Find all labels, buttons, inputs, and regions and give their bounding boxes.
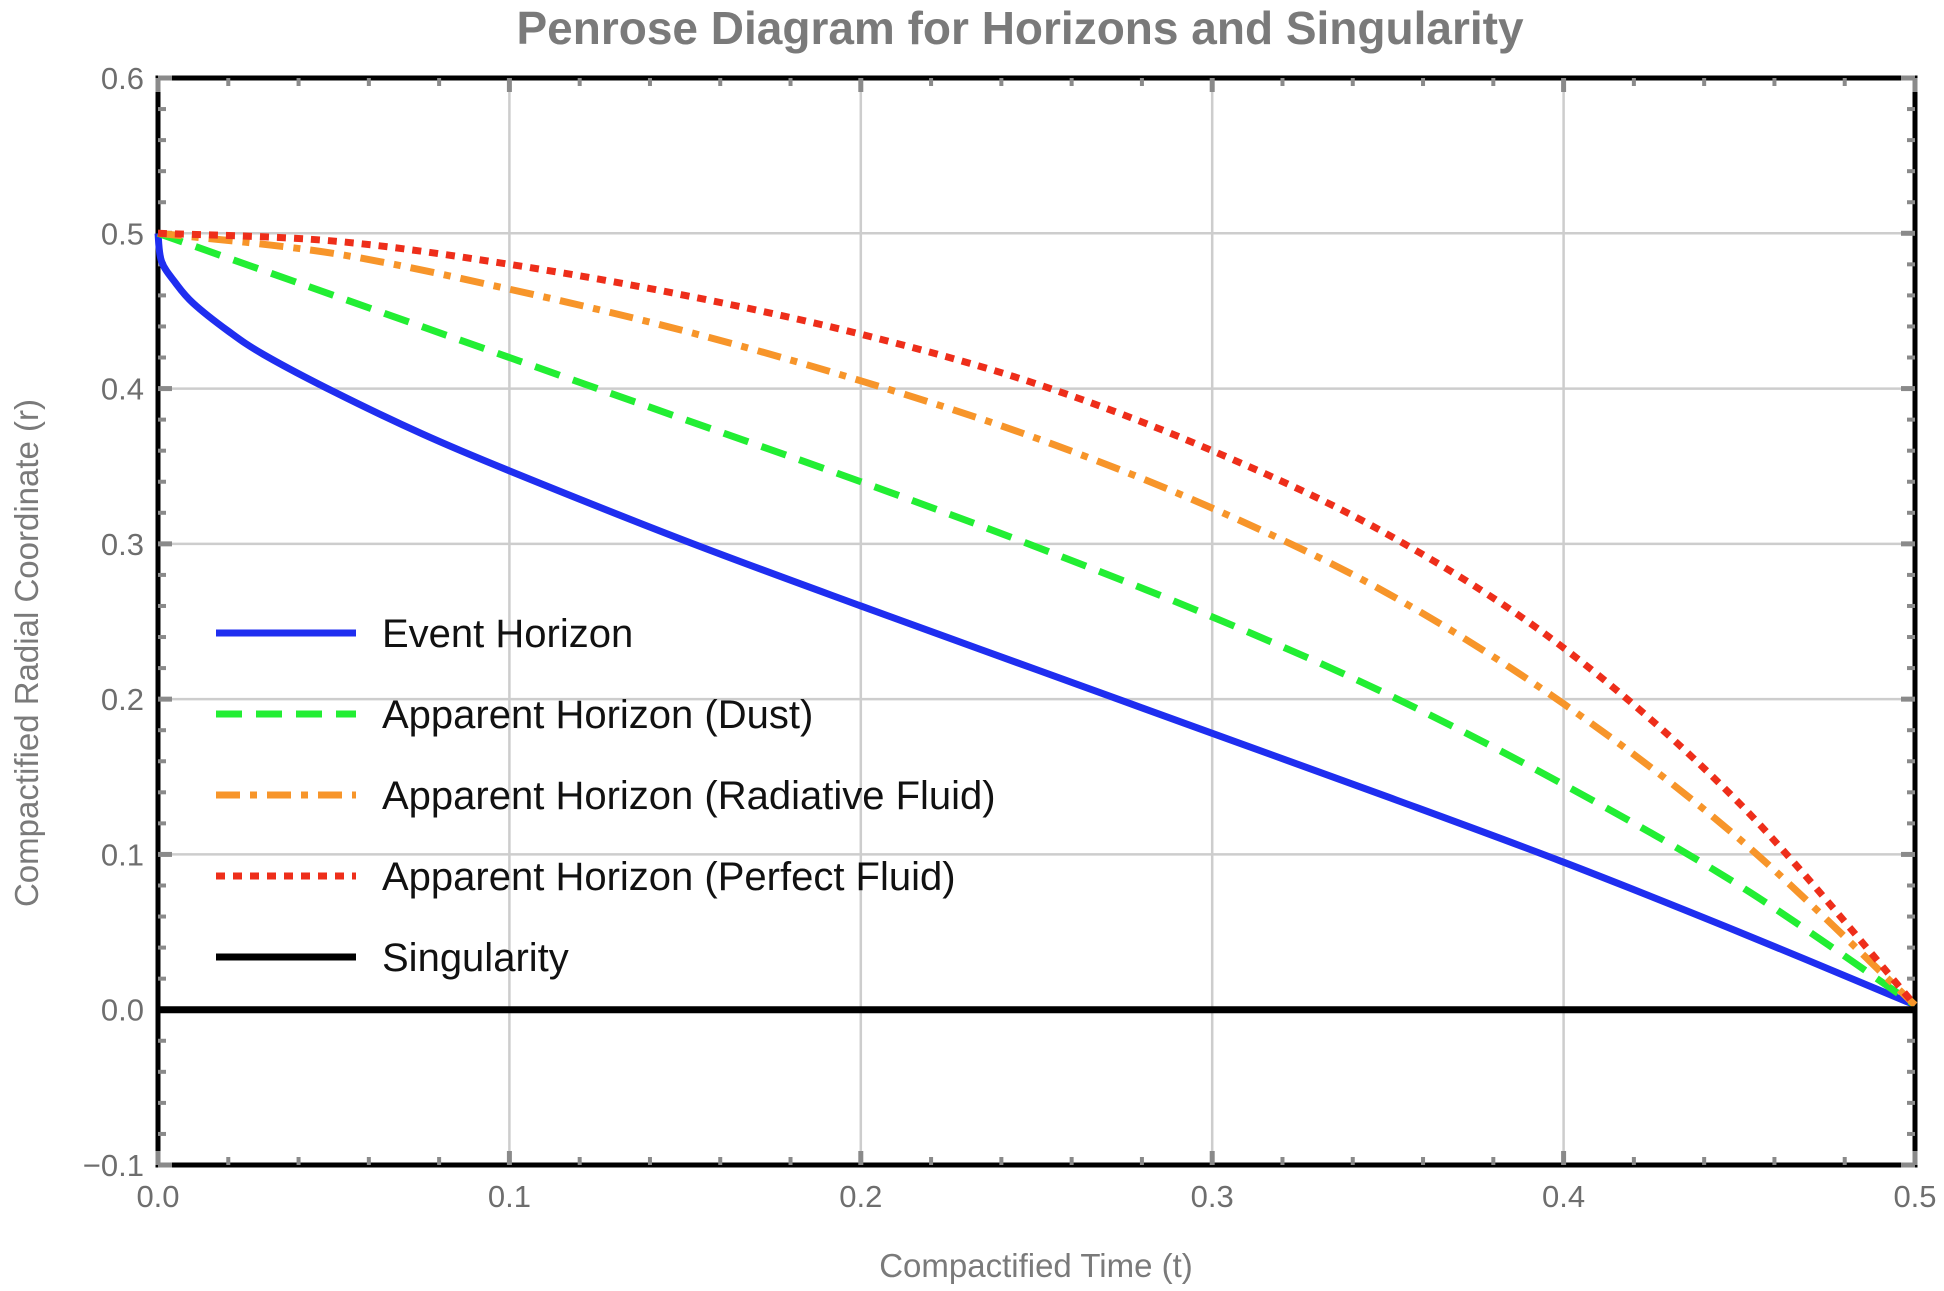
x-tick-label: 0.3 <box>1191 1179 1234 1214</box>
legend-label: Singularity <box>382 936 569 980</box>
chart-title: Penrose Diagram for Horizons and Singula… <box>516 2 1523 54</box>
legend-label: Apparent Horizon (Perfect Fluid) <box>382 855 956 899</box>
legend-label: Apparent Horizon (Radiative Fluid) <box>382 774 996 818</box>
series-lines <box>154 229 1918 1014</box>
y-tick-label: 0.2 <box>101 682 144 717</box>
series-line-event-horizon <box>154 232 1917 1009</box>
legend: Event Horizon Apparent Horizon (Dust) Appa… <box>216 612 996 980</box>
x-tick-label: 0.5 <box>1893 1179 1936 1214</box>
legend-label: Apparent Horizon (Dust) <box>382 693 813 737</box>
series-line-apparent-horizon-radiative-fluid <box>157 229 1918 1008</box>
x-tick-label: 0.0 <box>136 1179 179 1214</box>
series-line-apparent-horizon-dust <box>156 229 1917 1008</box>
y-tick-label: 0.0 <box>101 993 144 1028</box>
legend-label: Event Horizon <box>382 612 633 656</box>
y-tick-label: 0.5 <box>101 216 144 251</box>
y-tick-label: 0.1 <box>101 837 144 872</box>
series-line-apparent-horizon-perfect-fluid <box>157 229 1918 1008</box>
tick-labels: 0.0 0.1 0.2 0.3 0.4 0.5−0.10.00.10.20.30.40.5… <box>83 61 1937 1214</box>
y-axis-label: Compactified Radial Coordinate (r) <box>8 399 45 907</box>
y-tick-label: 0.3 <box>101 527 144 562</box>
y-tick-label: 0.4 <box>101 372 144 407</box>
y-tick-label: 0.6 <box>101 61 144 96</box>
x-tick-label: 0.4 <box>1542 1179 1585 1214</box>
y-tick-label: −0.1 <box>83 1148 144 1183</box>
x-axis-label: Compactified Time (t) <box>879 1247 1193 1284</box>
plot-border <box>155 75 1918 1168</box>
x-tick-label: 0.1 <box>488 1179 531 1214</box>
x-tick-label: 0.2 <box>839 1179 882 1214</box>
